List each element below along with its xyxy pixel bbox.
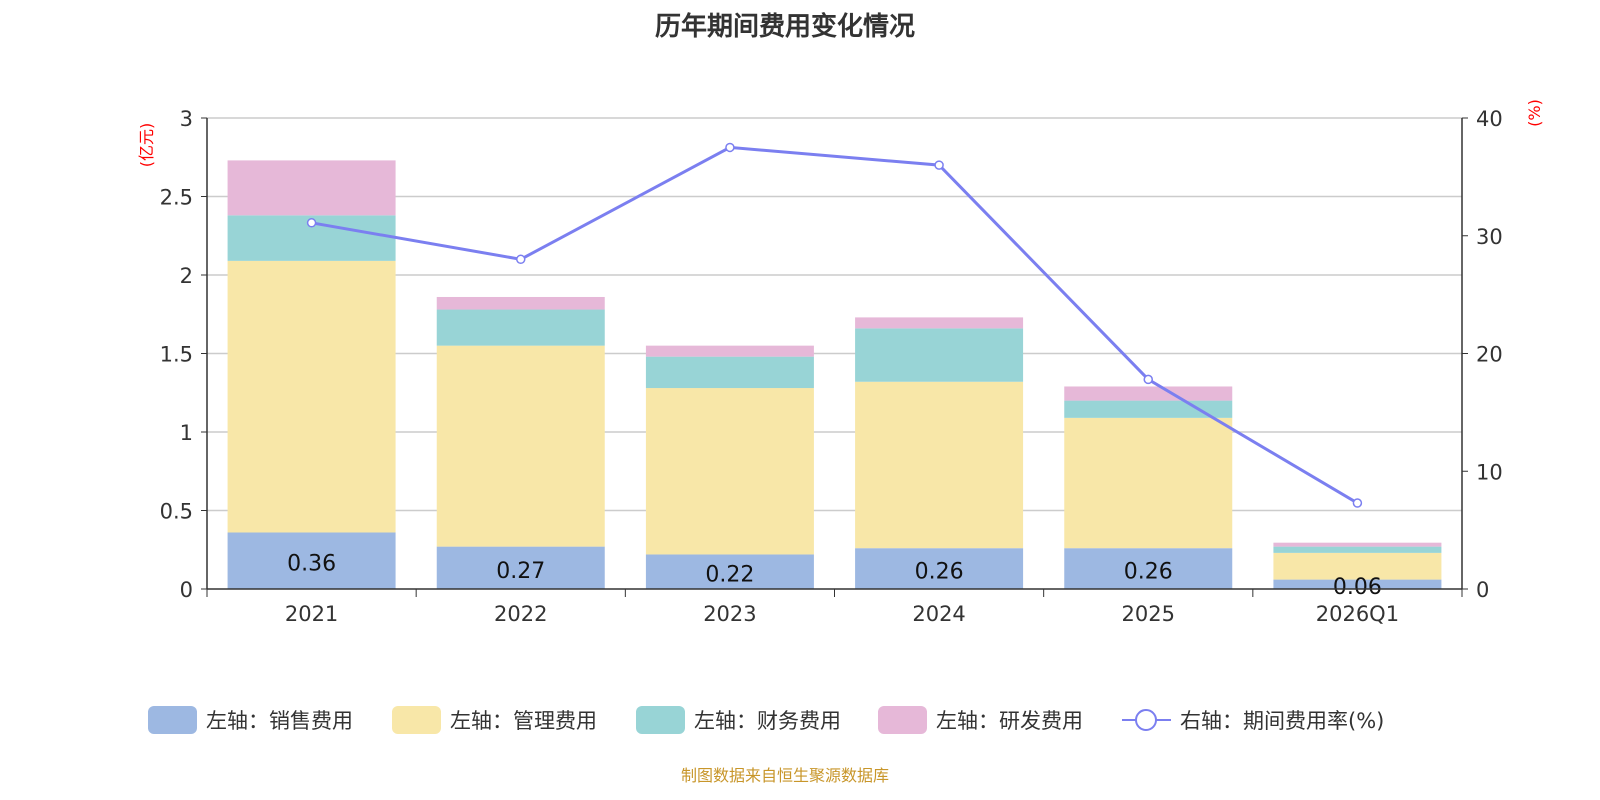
left-tick-label: 3 bbox=[180, 107, 193, 131]
left-tick-label: 0 bbox=[180, 578, 193, 602]
bar-segment bbox=[436, 296, 605, 310]
rate-point bbox=[306, 218, 317, 228]
legend-label: 左轴：财务费用 bbox=[694, 709, 841, 733]
bar-data-label: 0.27 bbox=[496, 559, 545, 584]
bar-segment bbox=[436, 345, 605, 547]
right-tick-label: 0 bbox=[1476, 578, 1489, 602]
right-tick-label: 20 bbox=[1476, 343, 1503, 367]
bar-segment bbox=[1064, 417, 1233, 549]
bar-segment bbox=[1064, 548, 1233, 589]
bar-data-label: 0.26 bbox=[915, 560, 964, 585]
bar-data-label: 0.36 bbox=[287, 552, 336, 577]
x-tick-label: 2025 bbox=[1122, 602, 1175, 626]
bar-segment bbox=[227, 160, 396, 216]
bar-segment bbox=[1273, 579, 1442, 589]
legend-label: 右轴：期间费用率(%) bbox=[1180, 709, 1384, 733]
bar-segment bbox=[436, 546, 605, 589]
bar-segment bbox=[1273, 546, 1442, 553]
bar-segment bbox=[645, 345, 814, 357]
legend-swatch bbox=[878, 706, 927, 734]
bar-data-label: 0.26 bbox=[1124, 560, 1173, 585]
bar-segment bbox=[227, 260, 396, 533]
right-tick-label: 40 bbox=[1476, 107, 1503, 131]
bar-segment bbox=[855, 328, 1024, 382]
left-tick-label: 0.5 bbox=[160, 500, 193, 524]
rate-point bbox=[934, 160, 944, 170]
chart-title: 历年期间费用变化情况 bbox=[654, 12, 915, 42]
legend-label: 左轴：管理费用 bbox=[450, 709, 597, 733]
bar-segment bbox=[855, 317, 1024, 329]
x-tick-label: 2021 bbox=[285, 602, 338, 626]
bar-segment bbox=[1273, 552, 1442, 580]
bar-segment bbox=[645, 388, 814, 555]
rate-line bbox=[311, 145, 1359, 505]
bar-segment bbox=[1064, 386, 1233, 401]
bar-segment bbox=[855, 548, 1024, 589]
bar-data-label: 0.06 bbox=[1333, 575, 1382, 600]
right-axis-unit: (%) bbox=[1525, 99, 1544, 127]
bar-segment bbox=[1273, 542, 1442, 547]
bar-data-label: 0.22 bbox=[705, 563, 754, 588]
x-tick-label: 2023 bbox=[703, 602, 756, 626]
source-note: 制图数据来自恒生聚源数据库 bbox=[680, 766, 889, 785]
left-tick-label: 1 bbox=[180, 421, 193, 445]
rate-point bbox=[1143, 374, 1153, 385]
right-tick-label: 30 bbox=[1476, 225, 1503, 249]
left-tick-label: 2.5 bbox=[160, 186, 193, 210]
legend-marker bbox=[1135, 709, 1157, 731]
rate-point bbox=[725, 142, 735, 153]
x-tick-label: 2022 bbox=[494, 602, 547, 626]
bar-segment bbox=[227, 532, 396, 589]
legend-swatch bbox=[636, 706, 685, 734]
chart-svg: 00.511.522.53010203040(亿元)(%)0.3620210.2… bbox=[137, 99, 1544, 734]
rate-point bbox=[516, 254, 526, 265]
x-tick-label: 2026Q1 bbox=[1316, 602, 1399, 626]
rate-point bbox=[1352, 498, 1363, 508]
right-tick-label: 10 bbox=[1476, 460, 1503, 484]
legend-label: 左轴：研发费用 bbox=[936, 709, 1083, 733]
legend-swatch bbox=[392, 706, 441, 734]
legend-swatch bbox=[148, 706, 197, 734]
bar-segment bbox=[855, 381, 1024, 549]
left-tick-label: 1.5 bbox=[160, 343, 193, 367]
x-tick-label: 2024 bbox=[912, 602, 965, 626]
bar-segment bbox=[436, 309, 605, 346]
left-tick-label: 2 bbox=[180, 264, 193, 288]
left-axis-unit: (亿元) bbox=[137, 123, 156, 168]
bar-segment bbox=[645, 554, 814, 589]
bar-segment bbox=[645, 356, 814, 389]
legend-label: 左轴：销售费用 bbox=[206, 709, 353, 733]
